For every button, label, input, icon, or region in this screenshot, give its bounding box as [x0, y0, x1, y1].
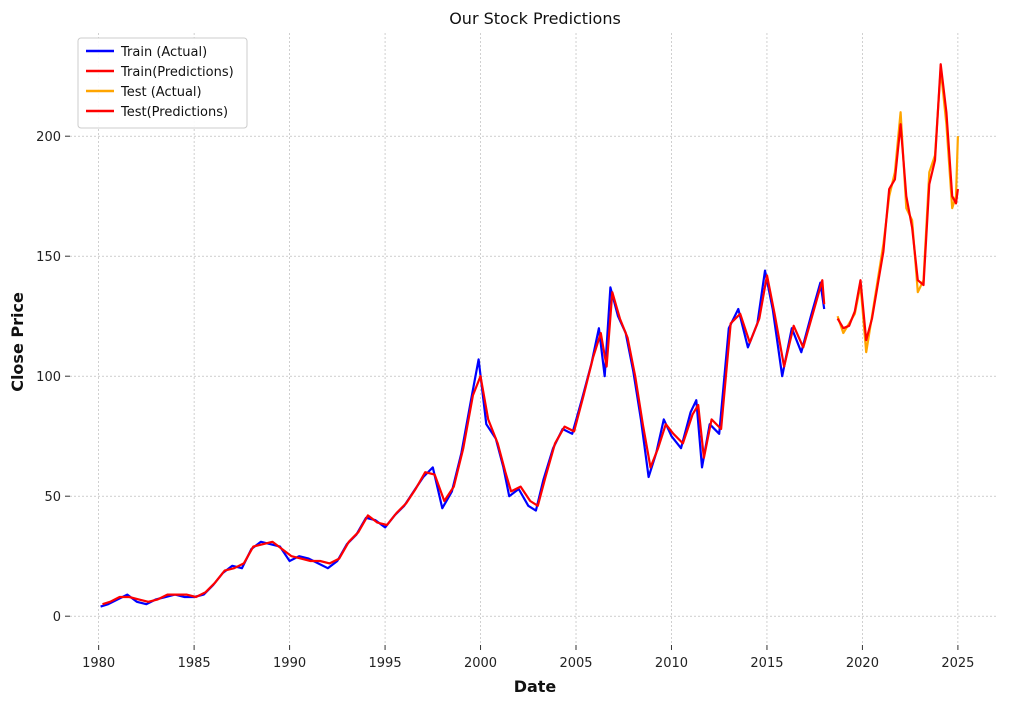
legend-label: Train(Predictions)	[120, 65, 234, 80]
legend-box	[77, 37, 248, 129]
x-tick-label: 2005	[559, 656, 592, 671]
grid-lines	[70, 33, 998, 645]
y-axis-label: Close Price	[8, 292, 27, 392]
chart-title: Our Stock Predictions	[449, 9, 621, 28]
x-tick-label: 1985	[178, 656, 211, 671]
x-tick-label: 1980	[82, 656, 115, 671]
y-tick-label: 0	[53, 610, 61, 625]
x-tick-label: 1990	[273, 656, 306, 671]
x-tick-label: 2010	[655, 656, 688, 671]
x-tick-label: 2015	[750, 656, 783, 671]
x-tick-label: 1995	[369, 656, 402, 671]
legend-label: Train (Actual)	[120, 45, 207, 60]
x-tick-label: 2020	[846, 656, 879, 671]
legend-label: Test(Predictions)	[120, 105, 228, 120]
series-lines	[100, 63, 959, 608]
series-line-1	[102, 274, 826, 606]
y-tick-label: 150	[36, 250, 61, 265]
y-tick-label: 100	[36, 370, 61, 385]
series-line-0	[100, 269, 826, 608]
x-tick-label: 2025	[941, 656, 974, 671]
y-tick-label: 200	[36, 130, 61, 145]
x-axis: 1980 1985 1990 1995 2000 2005 2010 2015 2020 2025	[82, 645, 974, 671]
y-axis: 0 50 100 150 200	[36, 130, 70, 625]
x-axis-label: Date	[514, 677, 557, 696]
x-tick-label: 2000	[464, 656, 497, 671]
legend-label: Test (Actual)	[120, 85, 202, 100]
series-line-3	[836, 63, 959, 342]
legend: Train (Actual) Train(Predictions) Test (Ac…	[77, 37, 248, 129]
y-tick-label: 50	[44, 490, 61, 505]
